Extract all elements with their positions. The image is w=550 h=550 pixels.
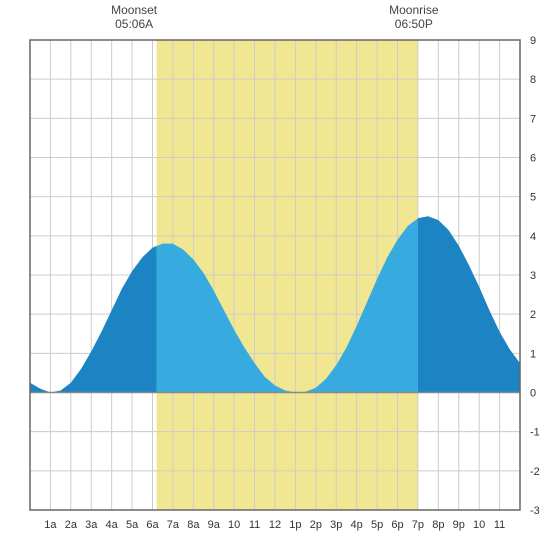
moonrise-label: Moonrise: [389, 3, 439, 17]
y-tick-label: 9: [530, 35, 536, 47]
y-tick-label: -1: [530, 427, 540, 439]
y-tick-label: 7: [530, 113, 536, 125]
y-tick-label: -3: [530, 505, 540, 517]
x-tick-label: 10: [228, 519, 240, 531]
moonset-time: 05:06A: [115, 17, 153, 31]
y-tick-label: 5: [530, 192, 536, 204]
tide-chart: 1a2a3a4a5a6a7a8a9a1011121p2p3p4p5p6p7p8p…: [0, 0, 550, 550]
y-tick-label: 2: [530, 309, 536, 321]
x-tick-label: 4p: [351, 519, 363, 531]
x-tick-label: 2p: [310, 519, 322, 531]
x-tick-label: 8p: [432, 519, 444, 531]
x-tick-label: 6p: [391, 519, 403, 531]
x-tick-label: 8a: [187, 519, 200, 531]
x-tick-label: 7p: [412, 519, 424, 531]
x-tick-label: 1a: [44, 519, 57, 531]
y-tick-label: 0: [530, 388, 536, 400]
y-tick-label: -2: [530, 466, 540, 478]
x-tick-label: 2a: [65, 519, 78, 531]
y-tick-label: 6: [530, 153, 536, 165]
y-tick-label: 3: [530, 270, 536, 282]
x-tick-label: 3p: [330, 519, 342, 531]
y-tick-label: 4: [530, 231, 536, 243]
x-tick-label: 10: [473, 519, 485, 531]
x-tick-label: 11: [494, 519, 505, 531]
x-tick-label: 9a: [208, 519, 221, 531]
x-tick-label: 3a: [85, 519, 98, 531]
y-tick-label: 1: [530, 348, 536, 360]
moonset-label: Moonset: [111, 3, 158, 17]
x-tick-label: 7a: [167, 519, 180, 531]
x-tick-label: 1p: [289, 519, 301, 531]
x-tick-label: 9p: [453, 519, 465, 531]
chart-svg: 1a2a3a4a5a6a7a8a9a1011121p2p3p4p5p6p7p8p…: [0, 0, 550, 550]
x-tick-label: 6a: [146, 519, 159, 531]
x-tick-label: 5a: [126, 519, 139, 531]
x-tick-label: 12: [269, 519, 281, 531]
x-tick-label: 4a: [106, 519, 119, 531]
moonrise-time: 06:50P: [395, 17, 433, 31]
x-tick-label: 11: [249, 519, 260, 531]
x-tick-label: 5p: [371, 519, 383, 531]
y-tick-label: 8: [530, 74, 536, 86]
